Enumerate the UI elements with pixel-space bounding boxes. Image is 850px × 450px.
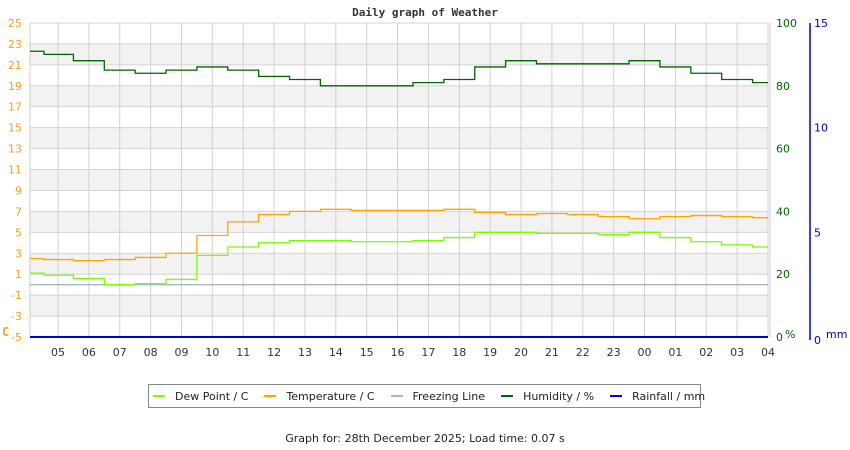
legend-label: Temperature / C bbox=[286, 389, 375, 403]
legend-label: Humidity / % bbox=[523, 389, 595, 403]
left-axis-tick: 21 bbox=[8, 59, 22, 72]
x-axis-tick: 04 bbox=[761, 346, 775, 359]
footer-status: Graph for: 28th December 2025; Load time… bbox=[285, 432, 565, 445]
rain-axis-unit: mm bbox=[826, 328, 847, 341]
dew-point-c-line bbox=[30, 231, 768, 286]
left-axis-tick: 1 bbox=[15, 268, 22, 281]
rain-axis-tick: 0 bbox=[814, 334, 821, 347]
x-axis-tick: 16 bbox=[391, 346, 405, 359]
left-axis-tick: 7 bbox=[15, 205, 22, 218]
legend-item: Humidity / % bbox=[501, 390, 594, 403]
x-axis-tick: 00 bbox=[638, 346, 652, 359]
temperature-c-line bbox=[30, 208, 768, 262]
left-axis-tick: 17 bbox=[8, 101, 22, 114]
legend-swatch-icon bbox=[501, 395, 514, 397]
x-axis-tick: 01 bbox=[668, 346, 682, 359]
x-axis-tick: 21 bbox=[545, 346, 559, 359]
humidity-axis-tick: 100 bbox=[776, 17, 797, 30]
x-axis-tick: 13 bbox=[298, 346, 312, 359]
x-axis-tick: 06 bbox=[82, 346, 96, 359]
x-axis-tick: 11 bbox=[236, 346, 250, 359]
chart-legend: Dew Point / C Temperature / C Freezing Lin… bbox=[148, 384, 705, 408]
rain-axis-tick: 10 bbox=[814, 122, 828, 135]
legend-swatch-icon bbox=[264, 395, 277, 397]
humidity-axis-unit: % bbox=[785, 328, 795, 341]
legend-item: Freezing Line bbox=[390, 389, 486, 403]
x-axis-tick: 02 bbox=[699, 346, 713, 359]
x-axis-tick: 22 bbox=[576, 346, 590, 359]
x-axis-tick: 03 bbox=[730, 346, 744, 359]
x-axis-tick: 15 bbox=[360, 346, 374, 359]
x-axis-tick: 07 bbox=[113, 346, 127, 359]
humidity-line bbox=[30, 50, 768, 87]
plot-bands bbox=[30, 23, 768, 337]
humidity-axis-tick: 40 bbox=[776, 205, 790, 218]
x-axis-tick: 18 bbox=[452, 346, 466, 359]
left-axis-tick: 11 bbox=[8, 164, 22, 177]
x-axis-tick: 05 bbox=[51, 346, 65, 359]
left-axis-tick: 19 bbox=[8, 80, 22, 93]
legend-label: Freezing Line bbox=[412, 389, 486, 403]
left-axis-tick: -1 bbox=[11, 289, 22, 302]
legend-item: Temperature / C bbox=[264, 389, 375, 403]
x-axis-tick: 20 bbox=[514, 346, 528, 359]
x-axis-tick: 09 bbox=[174, 346, 188, 359]
humidity-axis-tick: 0 bbox=[776, 331, 783, 344]
left-axis-labels: 25 23 21 19 17 15 13 11 9 7 5 3 1 -1 -3 -5C bbox=[2, 17, 22, 344]
x-axis-tick: 19 bbox=[483, 346, 497, 359]
rain-axis-labels: 15 10 5 0 mm bbox=[809, 17, 847, 347]
left-axis-tick: 25 bbox=[8, 17, 22, 30]
left-axis-unit: C bbox=[2, 325, 9, 339]
left-axis-tick: 5 bbox=[15, 226, 22, 239]
humidity-axis-tick: 20 bbox=[776, 268, 790, 281]
series-lines bbox=[30, 50, 768, 338]
legend-item: Rainfall / mm bbox=[610, 390, 705, 403]
legend-swatch-icon bbox=[610, 395, 623, 397]
left-axis-tick: -5 bbox=[11, 331, 22, 344]
humidity-axis-labels: 100 80 60 40 20 0% bbox=[776, 17, 797, 344]
legend-label: Dew Point / C bbox=[175, 389, 249, 403]
left-axis-tick: 23 bbox=[8, 38, 22, 51]
x-axis-tick: 10 bbox=[205, 346, 219, 359]
chart-title: Daily graph of Weather bbox=[352, 6, 498, 19]
rain-axis-tick: 5 bbox=[814, 226, 821, 239]
humidity-axis-tick: 80 bbox=[776, 80, 790, 93]
humidity-axis-tick: 60 bbox=[776, 143, 790, 156]
left-axis-tick: 9 bbox=[15, 184, 22, 197]
legend-item: Dew Point / C bbox=[153, 390, 248, 403]
x-axis-tick: 17 bbox=[421, 346, 435, 359]
left-axis-tick: 15 bbox=[8, 122, 22, 135]
left-axis-tick: 13 bbox=[8, 143, 22, 156]
x-axis-tick: 14 bbox=[329, 346, 343, 359]
left-axis-tick: 3 bbox=[15, 247, 22, 260]
x-axis-tick: 12 bbox=[267, 346, 281, 359]
legend-label: Rainfall / mm bbox=[632, 389, 706, 403]
legend-swatch-icon bbox=[390, 395, 403, 397]
x-axis-tick: 08 bbox=[144, 346, 158, 359]
legend-swatch-icon bbox=[153, 395, 165, 397]
x-axis-tick: 23 bbox=[607, 346, 621, 359]
left-axis-tick: -3 bbox=[11, 310, 22, 323]
rain-axis-tick: 15 bbox=[814, 17, 828, 30]
x-axis-labels: 05 06 07 08 09 10 11 12 13 14 15 16 17 18 19 20 21 22 23 00… bbox=[51, 346, 775, 359]
